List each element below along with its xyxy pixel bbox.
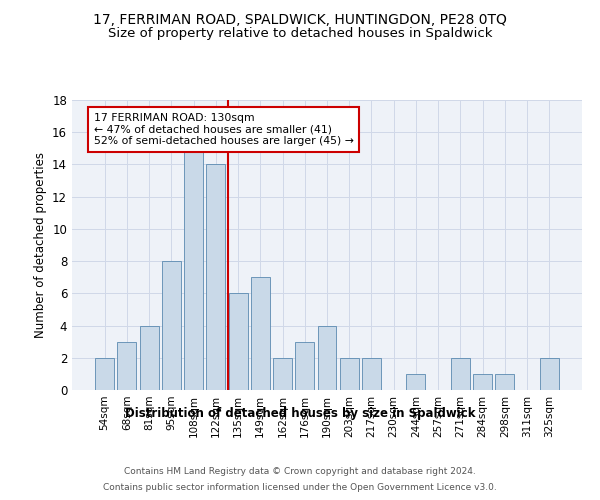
Bar: [118, 342, 136, 390]
Bar: [496, 374, 514, 390]
Bar: [340, 358, 359, 390]
Bar: [362, 358, 381, 390]
Text: Size of property relative to detached houses in Spaldwick: Size of property relative to detached ho…: [108, 28, 492, 40]
Text: Contains public sector information licensed under the Open Government Licence v3: Contains public sector information licen…: [103, 482, 497, 492]
Bar: [473, 374, 492, 390]
Text: Contains HM Land Registry data © Crown copyright and database right 2024.: Contains HM Land Registry data © Crown c…: [124, 468, 476, 476]
Bar: [451, 358, 470, 390]
Bar: [406, 374, 425, 390]
Bar: [206, 164, 225, 390]
Bar: [251, 277, 270, 390]
Y-axis label: Number of detached properties: Number of detached properties: [34, 152, 47, 338]
Bar: [184, 148, 203, 390]
Bar: [162, 261, 181, 390]
Bar: [140, 326, 158, 390]
Bar: [317, 326, 337, 390]
Text: Distribution of detached houses by size in Spaldwick: Distribution of detached houses by size …: [125, 408, 475, 420]
Text: 17, FERRIMAN ROAD, SPALDWICK, HUNTINGDON, PE28 0TQ: 17, FERRIMAN ROAD, SPALDWICK, HUNTINGDON…: [93, 12, 507, 26]
Bar: [273, 358, 292, 390]
Bar: [295, 342, 314, 390]
Text: 17 FERRIMAN ROAD: 130sqm
← 47% of detached houses are smaller (41)
52% of semi-d: 17 FERRIMAN ROAD: 130sqm ← 47% of detach…: [94, 113, 353, 146]
Bar: [95, 358, 114, 390]
Bar: [229, 294, 248, 390]
Bar: [540, 358, 559, 390]
